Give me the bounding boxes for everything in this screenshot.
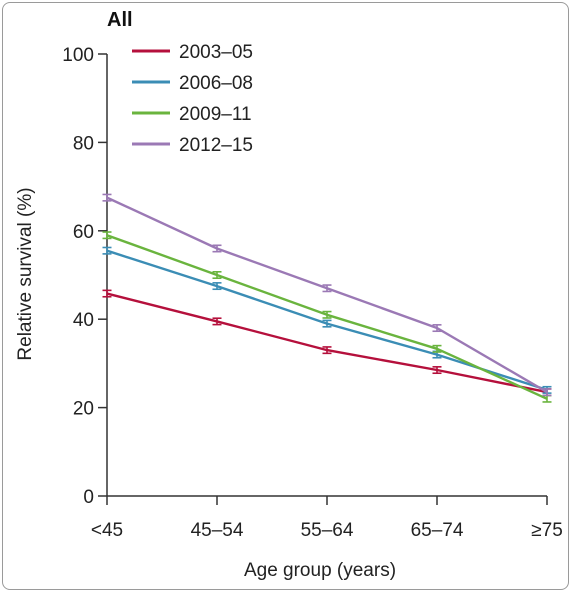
series-line (106, 196, 548, 394)
legend-label: 2009–11 (179, 104, 252, 125)
series-3 (102, 231, 552, 403)
y-tick-label: 60 (73, 222, 94, 243)
legend: 2003–05 2006–08 2009–11 2012–15 (132, 42, 253, 156)
series-4 (102, 193, 552, 397)
legend-label: 2003–05 (179, 42, 253, 63)
legend-label: 2006–08 (179, 73, 253, 94)
x-tick-label: <45 (91, 520, 123, 541)
series-line (106, 292, 548, 394)
y-tick-label: 40 (73, 310, 94, 331)
series-layer (102, 193, 552, 403)
x-tick-label: ≥75 (531, 520, 563, 541)
x-axis-title: Age group (years) (244, 560, 396, 581)
y-tick-label: 80 (73, 133, 94, 154)
chart-title: All (107, 9, 133, 31)
x-tick-label: 45–54 (191, 520, 244, 541)
y-tick-label: 20 (73, 399, 94, 420)
axes: 0 20 40 60 80 100 <45 45–54 55–64 65–74 ≥75 (62, 45, 562, 541)
y-tick-label: 0 (83, 487, 94, 508)
y-axis-title: Relative survival (%) (15, 187, 36, 360)
x-tick-label: 55–64 (301, 520, 354, 541)
legend-label: 2012–15 (179, 135, 253, 156)
y-tick-label: 100 (62, 45, 94, 66)
x-tick-label: 65–74 (411, 520, 464, 541)
series-1 (102, 289, 552, 397)
